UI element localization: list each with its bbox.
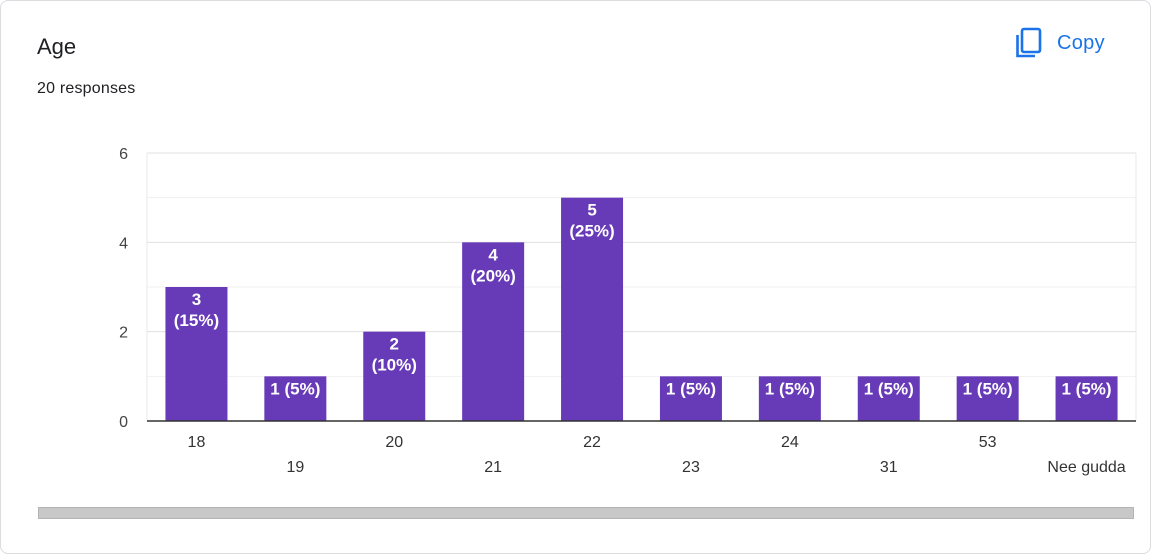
response-count: 20 responses [37, 80, 136, 97]
horizontal-scrollbar[interactable] [38, 507, 1134, 519]
copy-label: Copy [1057, 31, 1105, 54]
copy-icon [1015, 27, 1043, 59]
x-tick-label: 21 [484, 459, 502, 476]
bar [462, 242, 525, 421]
copy-button[interactable]: Copy [1005, 23, 1115, 63]
x-tick-label: 18 [188, 434, 206, 451]
x-tick-label: 22 [583, 434, 601, 451]
data-label: 3 [192, 290, 201, 309]
data-label: 2 [390, 335, 399, 354]
data-label: 1 (5%) [765, 379, 815, 398]
x-tick-label: 20 [385, 434, 403, 451]
data-label: 5 [587, 201, 596, 220]
x-tick-label: 23 [682, 459, 700, 476]
data-label: 1 (5%) [1062, 379, 1112, 398]
data-label: (25%) [569, 222, 614, 241]
bar [264, 376, 327, 421]
bar [857, 376, 920, 421]
data-label: 1 (5%) [963, 379, 1013, 398]
bar [758, 376, 821, 421]
bar [956, 376, 1019, 421]
question-title: Age [37, 34, 77, 59]
data-label: 4 [488, 245, 498, 264]
bar [165, 287, 228, 421]
bar [363, 331, 426, 421]
x-tick-label: 19 [286, 459, 304, 476]
bar [659, 376, 722, 421]
y-tick-label: 2 [119, 325, 128, 342]
y-tick-label: 6 [119, 146, 128, 163]
x-tick-label: 24 [781, 434, 799, 451]
x-tick-label: 53 [979, 434, 997, 451]
x-tick-label: 31 [880, 459, 898, 476]
bar [1055, 376, 1118, 421]
data-label: 1 (5%) [666, 379, 716, 398]
bar [561, 197, 624, 421]
data-label: (20%) [470, 266, 515, 285]
data-label: 1 (5%) [864, 379, 914, 398]
data-label: 1 (5%) [270, 379, 320, 398]
y-tick-label: 4 [119, 235, 128, 252]
data-label: (10%) [372, 356, 417, 375]
data-label: (15%) [174, 311, 219, 330]
x-tick-label: Nee gudda [1047, 459, 1125, 476]
y-tick-label: 0 [119, 414, 128, 431]
